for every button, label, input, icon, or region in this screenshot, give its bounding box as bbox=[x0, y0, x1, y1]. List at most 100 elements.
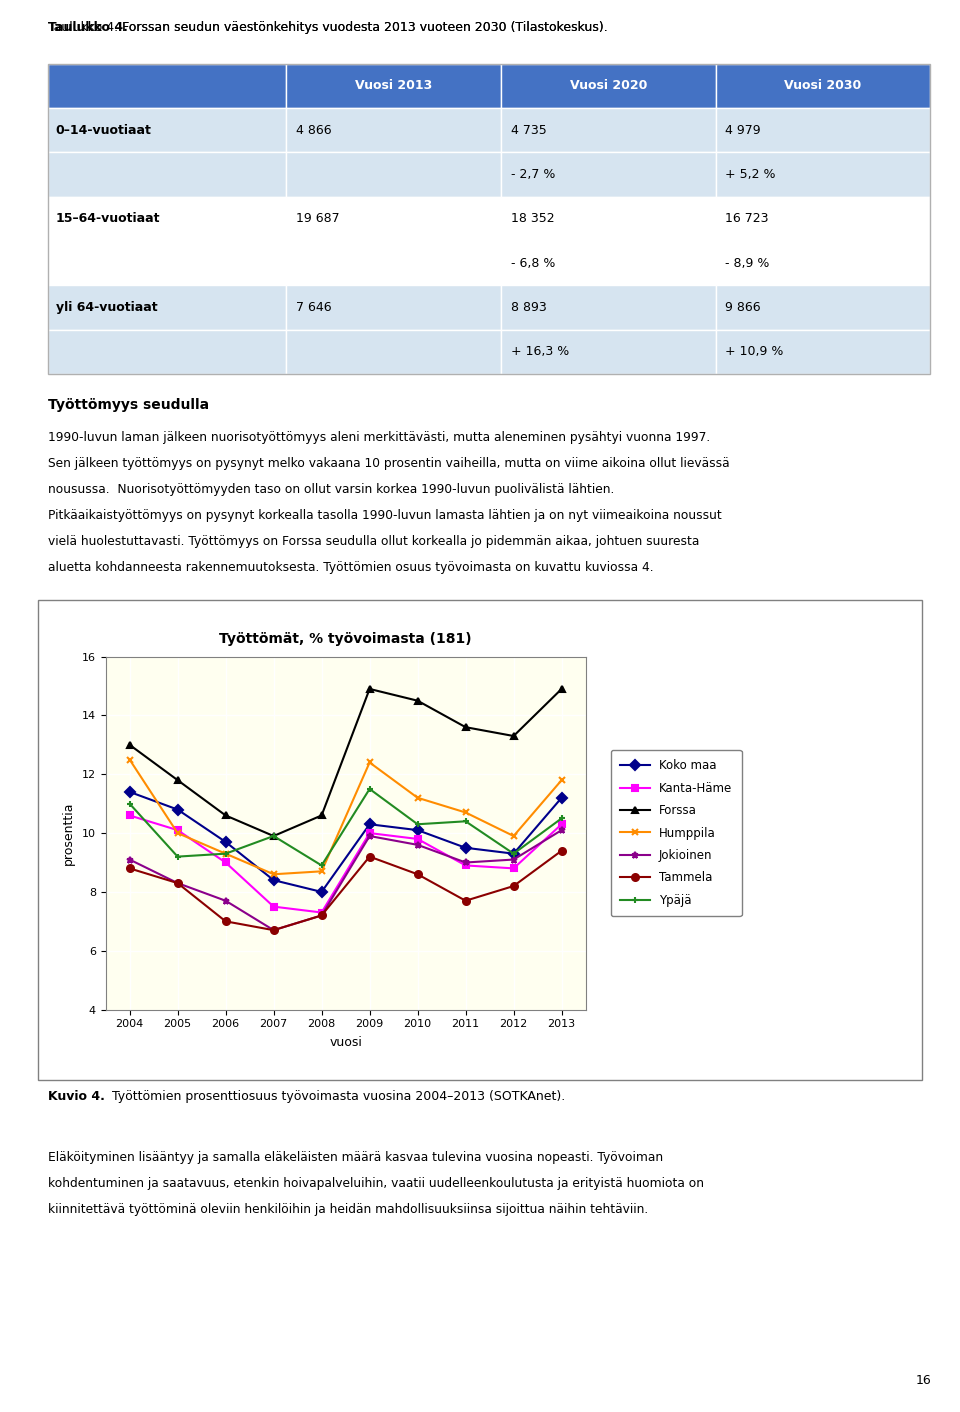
Bar bbox=[48, 107, 286, 152]
Text: 18 352: 18 352 bbox=[511, 212, 554, 226]
Text: 4 866: 4 866 bbox=[296, 124, 332, 137]
Text: 4 735: 4 735 bbox=[511, 124, 546, 137]
Bar bbox=[48, 64, 930, 374]
Humppila bbox=[412, 789, 423, 806]
Koko maa bbox=[412, 822, 423, 839]
Bar bbox=[716, 330, 930, 374]
Bar bbox=[48, 241, 286, 285]
Text: + 5,2 %: + 5,2 % bbox=[726, 168, 776, 181]
Jokioinen bbox=[268, 922, 279, 939]
Bar bbox=[716, 107, 930, 152]
Tammela bbox=[172, 874, 183, 891]
Jokioinen bbox=[172, 874, 183, 891]
Bar bbox=[48, 285, 286, 330]
Text: Vuosi 2030: Vuosi 2030 bbox=[784, 79, 862, 92]
Line: Jokioinen: Jokioinen bbox=[126, 826, 565, 933]
Tammela bbox=[364, 849, 375, 866]
Text: 7 646: 7 646 bbox=[296, 301, 332, 313]
Line: Tammela: Tammela bbox=[126, 847, 565, 933]
Humppila bbox=[508, 827, 519, 844]
Koko maa bbox=[220, 833, 231, 850]
Jokioinen bbox=[460, 854, 471, 871]
Forssa bbox=[172, 771, 183, 788]
Ypäjä bbox=[412, 816, 423, 833]
Text: Forssan seudun väestönkehitys vuodesta 2013 vuoteen 2030 (Tilastokeskus).: Forssan seudun väestönkehitys vuodesta 2… bbox=[118, 21, 608, 34]
Bar bbox=[286, 330, 501, 374]
Line: Kanta-Häme: Kanta-Häme bbox=[126, 812, 565, 916]
Humppila bbox=[172, 825, 183, 842]
Text: Vuosi 2013: Vuosi 2013 bbox=[355, 79, 432, 92]
Bar bbox=[501, 64, 716, 107]
Text: 4 979: 4 979 bbox=[726, 124, 761, 137]
Bar bbox=[501, 241, 716, 285]
Humppila bbox=[460, 803, 471, 820]
Kanta-Häme bbox=[508, 860, 519, 877]
Text: Eläköityminen lisääntyy ja samalla eläkeläisten määrä kasvaa tulevina vuosina no: Eläköityminen lisääntyy ja samalla eläke… bbox=[48, 1151, 663, 1163]
Text: vielä huolestuttavasti. Työttömyys on Forssa seudulla ollut korkealla jo pidemmä: vielä huolestuttavasti. Työttömyys on Fo… bbox=[48, 535, 700, 548]
Bar bbox=[501, 196, 716, 241]
Text: 8 893: 8 893 bbox=[511, 301, 546, 313]
Line: Forssa: Forssa bbox=[126, 685, 565, 840]
Bar bbox=[716, 285, 930, 330]
Tammela bbox=[316, 907, 327, 923]
Bar bbox=[501, 152, 716, 196]
Koko maa bbox=[316, 884, 327, 901]
Line: Koko maa: Koko maa bbox=[126, 788, 565, 895]
Text: Työttömyys seudulla: Työttömyys seudulla bbox=[48, 398, 209, 412]
Kanta-Häme bbox=[316, 904, 327, 921]
Tammela bbox=[508, 878, 519, 895]
Bar bbox=[48, 330, 286, 374]
Ypäjä bbox=[220, 846, 231, 863]
Tammela bbox=[460, 892, 471, 909]
Bar bbox=[286, 107, 501, 152]
Bar bbox=[716, 241, 930, 285]
Bar bbox=[501, 330, 716, 374]
Kanta-Häme bbox=[412, 830, 423, 847]
Text: Vuosi 2020: Vuosi 2020 bbox=[569, 79, 647, 92]
Text: - 8,9 %: - 8,9 % bbox=[726, 257, 770, 270]
Forssa bbox=[508, 727, 519, 744]
Y-axis label: prosenttia: prosenttia bbox=[61, 802, 75, 864]
Text: Pitkäaikaistyöttömyys on pysynyt korkealla tasolla 1990-luvun lamasta lähtien ja: Pitkäaikaistyöttömyys on pysynyt korkeal… bbox=[48, 510, 722, 522]
Text: + 16,3 %: + 16,3 % bbox=[511, 346, 569, 359]
Koko maa bbox=[364, 816, 375, 833]
Koko maa bbox=[460, 839, 471, 856]
Bar bbox=[716, 64, 930, 107]
Humppila bbox=[556, 771, 567, 788]
Legend: Koko maa, Kanta-Häme, Forssa, Humppila, Jokioinen, Tammela, Ypäjä: Koko maa, Kanta-Häme, Forssa, Humppila, … bbox=[611, 750, 742, 916]
Forssa bbox=[268, 827, 279, 844]
Jokioinen bbox=[220, 892, 231, 909]
Text: - 2,7 %: - 2,7 % bbox=[511, 168, 555, 181]
Bar bbox=[501, 285, 716, 330]
Tammela bbox=[412, 866, 423, 882]
Bar bbox=[286, 196, 501, 241]
Text: 0–14-vuotiaat: 0–14-vuotiaat bbox=[56, 124, 152, 137]
Kanta-Häme bbox=[364, 825, 375, 842]
Ypäjä bbox=[124, 795, 135, 812]
Kanta-Häme bbox=[556, 816, 567, 833]
Bar bbox=[48, 152, 286, 196]
Tammela bbox=[124, 860, 135, 877]
Jokioinen bbox=[412, 836, 423, 853]
Forssa bbox=[412, 692, 423, 709]
X-axis label: vuosi: vuosi bbox=[329, 1036, 362, 1049]
Kanta-Häme bbox=[172, 822, 183, 839]
Line: Humppila: Humppila bbox=[126, 755, 565, 878]
Koko maa bbox=[268, 871, 279, 888]
Text: nousussa.  Nuorisotyöttömyyden taso on ollut varsin korkea 1990-luvun puolivälis: nousussa. Nuorisotyöttömyyden taso on ol… bbox=[48, 483, 614, 496]
Humppila bbox=[268, 866, 279, 882]
Jokioinen bbox=[508, 851, 519, 868]
Forssa bbox=[364, 681, 375, 698]
Tammela bbox=[268, 922, 279, 939]
Jokioinen bbox=[316, 907, 327, 923]
Kanta-Häme bbox=[124, 808, 135, 825]
Text: aluetta kohdanneesta rakennemuutoksesta. Työttömien osuus työvoimasta on kuvattu: aluetta kohdanneesta rakennemuutoksesta.… bbox=[48, 562, 654, 575]
Text: - 6,8 %: - 6,8 % bbox=[511, 257, 555, 270]
Jokioinen bbox=[124, 851, 135, 868]
Bar bbox=[716, 196, 930, 241]
Bar bbox=[286, 152, 501, 196]
Humppila bbox=[220, 846, 231, 863]
Text: 15–64-vuotiaat: 15–64-vuotiaat bbox=[56, 212, 160, 226]
Text: kohdentuminen ja saatavuus, etenkin hoivapalveluihin, vaatii uudelleenkoulutusta: kohdentuminen ja saatavuus, etenkin hoiv… bbox=[48, 1178, 704, 1190]
Koko maa bbox=[124, 784, 135, 801]
